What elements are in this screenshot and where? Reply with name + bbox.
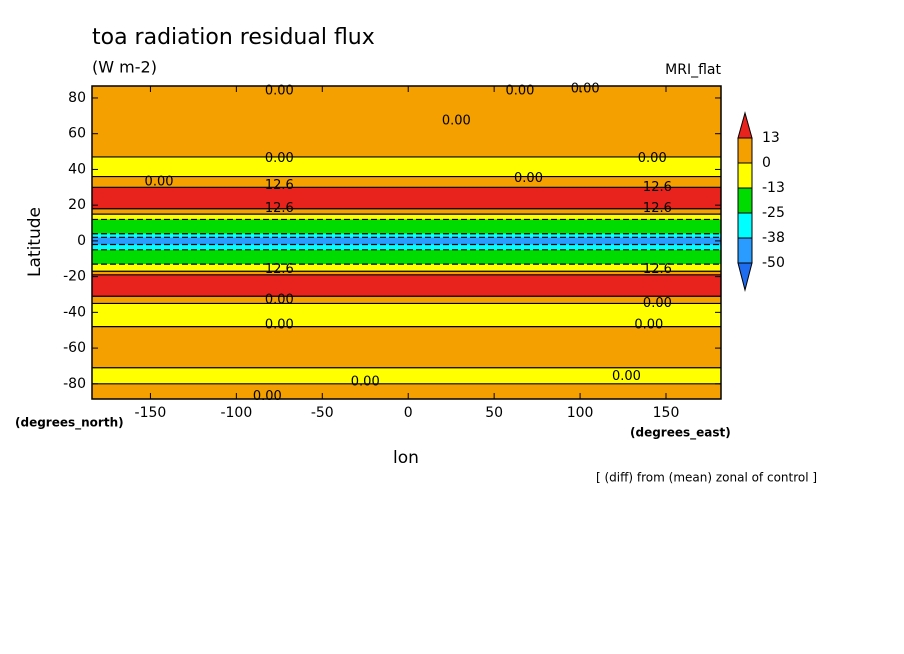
contour-label: 0.00 xyxy=(514,171,543,186)
contour-label: 0.00 xyxy=(442,114,471,129)
y-tick-label: -40 xyxy=(63,304,86,320)
colorbar-box xyxy=(737,237,753,264)
contour-label: 0.00 xyxy=(638,151,667,166)
contour-band xyxy=(92,237,721,245)
contour-band xyxy=(92,219,721,234)
contour-label: 0.00 xyxy=(265,83,294,98)
colorbar-label: -13 xyxy=(762,180,785,196)
contour-label: 0.00 xyxy=(253,389,282,404)
contour-label: 0.00 xyxy=(351,375,380,390)
chart-title: toa radiation residual flux xyxy=(92,25,375,50)
contour-band xyxy=(92,296,721,304)
plot-frame xyxy=(91,85,722,400)
colorbar-box xyxy=(737,162,753,189)
contour-label: 0.00 xyxy=(265,292,294,307)
contour-band xyxy=(92,271,721,275)
contour-label: 12.6 xyxy=(643,262,672,277)
y-tick-label: 20 xyxy=(68,197,86,213)
contour-band xyxy=(92,249,721,265)
contour-band xyxy=(92,187,721,209)
colorbar-label: 0 xyxy=(762,155,771,171)
x-tick-label: 0 xyxy=(404,405,413,421)
contour-band xyxy=(92,274,721,297)
y-unit: (degrees_north) xyxy=(15,416,124,431)
y-axis-label: Latitude xyxy=(25,207,45,277)
contour-label: 12.6 xyxy=(643,201,672,216)
contour-label: 0.00 xyxy=(505,83,534,98)
contour-band xyxy=(92,326,721,368)
plot-area: 0.00 0.00 0.00 0.00 0.00 0.00 0.00 0.00 12.6 12.6… xyxy=(92,82,721,404)
contour-label: 0.00 xyxy=(265,151,294,166)
y-tick-label: -80 xyxy=(63,376,86,392)
colorbar-box xyxy=(737,187,753,214)
x-unit: (degrees_east) xyxy=(630,426,731,441)
contour-band xyxy=(92,264,721,272)
contour-label: 12.6 xyxy=(265,201,294,216)
x-tick-label: 100 xyxy=(567,405,594,421)
y-tick-label: -60 xyxy=(63,340,86,356)
contour-label: 0.00 xyxy=(145,174,174,189)
contour-label: 12.6 xyxy=(265,262,294,277)
colorbar-label: -38 xyxy=(762,230,785,246)
x-tick-label: -100 xyxy=(220,405,252,421)
model-label: MRI_flat xyxy=(665,62,721,78)
x-tick-label: 50 xyxy=(485,405,503,421)
colorbar-label: -25 xyxy=(762,205,785,221)
contour-band xyxy=(92,208,721,215)
y-tick-label: 40 xyxy=(68,161,86,177)
colorbar-label: -50 xyxy=(762,255,785,271)
y-tick-label: -20 xyxy=(63,269,86,285)
x-tick-label: 150 xyxy=(653,405,680,421)
x-tick-label: -50 xyxy=(311,405,334,421)
x-tick-label: -150 xyxy=(135,405,167,421)
colorbar-triangle xyxy=(737,262,753,292)
subtitle: (W m-2) xyxy=(92,58,157,77)
y-tick-label: 0 xyxy=(77,233,86,249)
contour-label: 0.00 xyxy=(571,82,600,97)
colorbar-label: 13 xyxy=(762,130,780,146)
contour-band xyxy=(92,214,721,220)
contour-label: 12.6 xyxy=(265,178,294,193)
contour-label: 12.6 xyxy=(643,180,672,195)
contour-band xyxy=(92,233,721,238)
contour-band xyxy=(92,303,721,327)
footnote: [ (diff) from (mean) zonal of control ] xyxy=(596,471,817,485)
contour-label: 0.00 xyxy=(265,317,294,332)
y-tick-label: 80 xyxy=(68,90,86,106)
contour-band xyxy=(92,86,721,157)
contour-band xyxy=(92,156,721,177)
colorbar-box xyxy=(737,212,753,239)
contour-label: 0.00 xyxy=(612,369,641,384)
contour-band xyxy=(92,244,721,250)
contour-band xyxy=(92,176,721,188)
y-tick-label: 60 xyxy=(68,126,86,142)
x-axis-label: lon xyxy=(393,448,419,468)
colorbar-box xyxy=(737,137,753,164)
contour-band xyxy=(92,383,721,399)
contour-band xyxy=(92,367,721,384)
contour-label: 0.00 xyxy=(634,317,663,332)
contour-label: 0.00 xyxy=(643,296,672,311)
colorbar-triangle xyxy=(737,111,753,139)
